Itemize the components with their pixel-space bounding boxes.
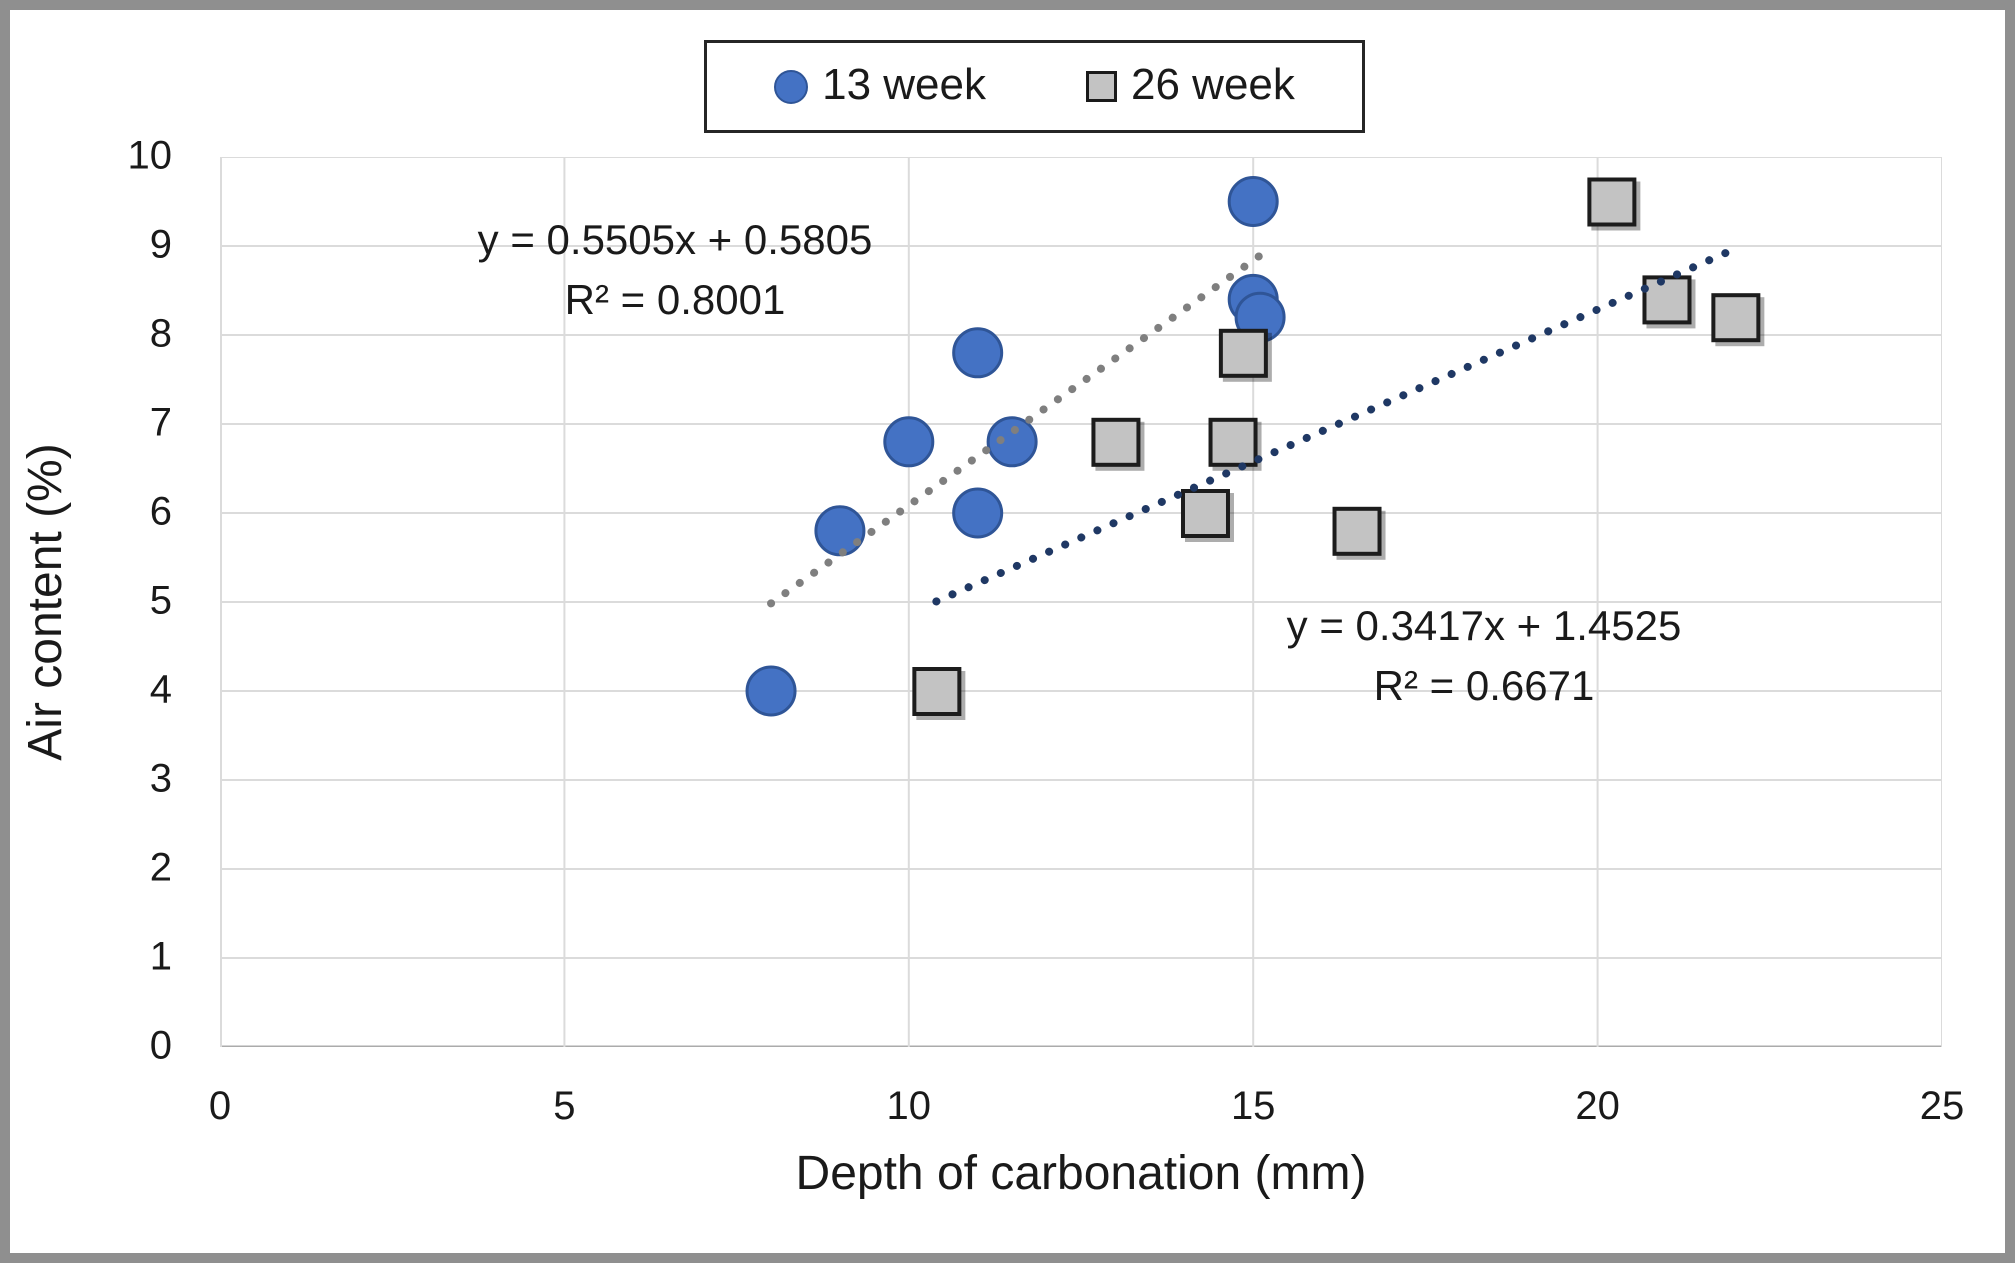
trendline-rsquared-26week: R² = 0.6671 xyxy=(1373,662,1595,709)
x-tick-label-0: 0 xyxy=(208,1084,232,1128)
legend-label-26week: 26 week xyxy=(1131,59,1295,109)
data-point-26week xyxy=(1711,293,1761,343)
data-point-13week xyxy=(745,665,797,717)
legend: 13 week 26 week xyxy=(704,40,1365,133)
y-tick-label-3: 3 xyxy=(149,756,172,801)
circle-marker-icon xyxy=(774,69,809,104)
y-tick-label-5: 5 xyxy=(149,578,172,623)
trendline-26week xyxy=(932,244,1740,606)
y-tick-label-1: 1 xyxy=(149,934,172,979)
y-tick-label-4: 4 xyxy=(149,667,172,712)
data-point-13week xyxy=(952,487,1004,539)
legend-item-26week: 26 week xyxy=(1086,59,1295,111)
y-tick-label-10: 10 xyxy=(127,133,173,178)
y-tick-label-2: 2 xyxy=(149,845,172,890)
trendline-annotation-26week: y = 0.3417x + 1.4525 R² = 0.6671 xyxy=(1287,596,1682,716)
legend-label-13week: 13 week xyxy=(822,59,986,109)
trendline-13week xyxy=(767,251,1265,608)
data-point-26week xyxy=(1208,417,1258,467)
data-point-26week xyxy=(1218,328,1268,378)
x-tick-label-25: 25 xyxy=(1919,1084,1965,1128)
data-point-13week xyxy=(952,327,1004,379)
data-point-26week xyxy=(1332,506,1382,556)
x-tick-label-5: 5 xyxy=(553,1084,576,1128)
data-point-26week xyxy=(1180,489,1230,538)
data-point-26week xyxy=(1091,417,1141,467)
data-point-26week xyxy=(1642,275,1692,325)
legend-item-13week: 13 week xyxy=(774,59,986,111)
data-point-13week xyxy=(986,416,1038,468)
trendline-equation-13week: y = 0.5505x + 0.5805 xyxy=(477,216,873,263)
square-marker-icon xyxy=(1086,71,1117,102)
x-tick-label-15: 15 xyxy=(1230,1084,1276,1128)
y-tick-label-8: 8 xyxy=(149,311,172,356)
y-tick-label-6: 6 xyxy=(149,489,172,534)
x-tick-label-10: 10 xyxy=(886,1084,932,1128)
data-point-26week xyxy=(1587,177,1637,227)
x-axis-title: Depth of carbonation (mm) xyxy=(795,1147,1367,1200)
trendline-rsquared-13week: R² = 0.8001 xyxy=(564,276,786,323)
y-tick-label-7: 7 xyxy=(149,400,172,445)
trendline-annotation-13week: y = 0.5505x + 0.5805 R² = 0.8001 xyxy=(478,210,873,330)
x-tick-label-20: 20 xyxy=(1575,1084,1620,1128)
y-tick-label-0: 0 xyxy=(149,1023,172,1068)
y-tick-label-9: 9 xyxy=(149,222,172,267)
data-point-26week xyxy=(912,667,962,716)
trendline-equation-26week: y = 0.3417x + 1.4525 xyxy=(1286,602,1682,649)
plot-area xyxy=(220,157,1942,1047)
data-point-13week xyxy=(1227,176,1279,227)
data-point-13week xyxy=(883,416,935,468)
data-point-13week xyxy=(814,505,866,557)
